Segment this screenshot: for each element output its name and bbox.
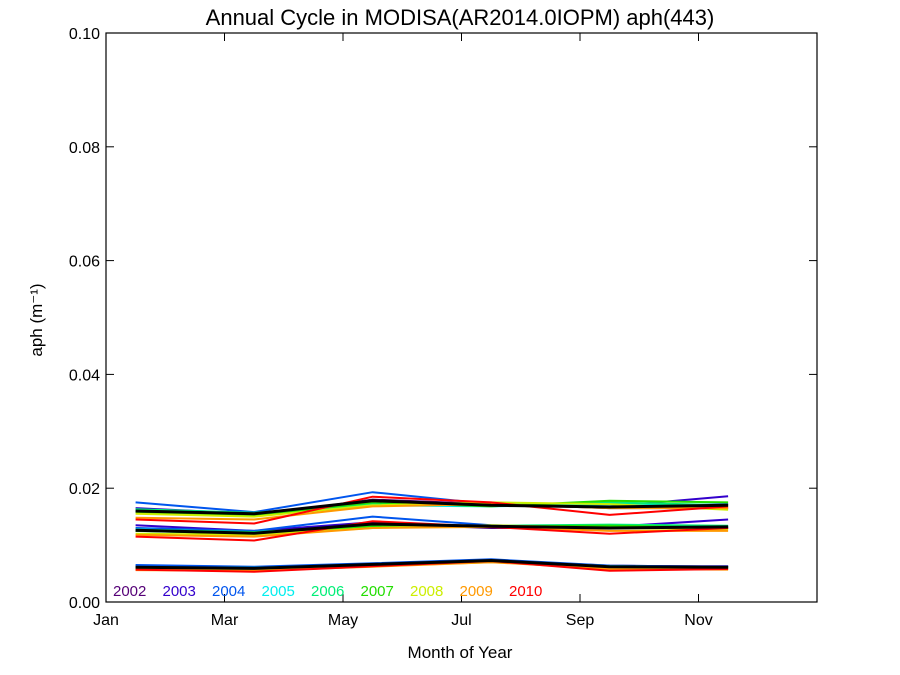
series-line-mean-lower — [135, 559, 729, 570]
y-axis: 0.00 0.02 0.04 0.06 0.08 0.10 — [69, 26, 817, 612]
y-tick-label: 0.04 — [69, 367, 100, 384]
plot-frame — [105, 32, 818, 603]
legend: 2002 2003 2004 2005 2006 2007 2008 2009 2010 — [113, 583, 542, 600]
x-tick-label: May — [328, 612, 358, 629]
legend-entry-2008: 2008 — [410, 583, 443, 600]
legend-entry-2003: 2003 — [163, 583, 196, 600]
x-tick-label: Jan — [93, 612, 119, 629]
x-tick-label: Nov — [684, 612, 712, 629]
series-line-2010-upper — [135, 495, 729, 525]
x-tick-label: Mar — [211, 612, 239, 629]
legend-entry-2004: 2004 — [212, 583, 245, 600]
x-axis-label: Month of Year — [408, 643, 513, 662]
y-axis-label: aph (m⁻¹) — [27, 283, 46, 356]
legend-entry-2007: 2007 — [361, 583, 394, 600]
y-tick-label: 0.08 — [69, 140, 100, 157]
x-axis: Jan Mar May Jul Sep Nov — [93, 33, 713, 629]
legend-entry-2005: 2005 — [262, 583, 295, 600]
y-tick-label: 0.00 — [69, 595, 100, 612]
series-lines — [135, 491, 729, 573]
x-tick-label: Jul — [451, 612, 471, 629]
series-line-mean-upper — [135, 499, 729, 516]
x-tick-label: Sep — [566, 612, 595, 629]
y-tick-label: 0.10 — [69, 26, 100, 43]
legend-entry-2010: 2010 — [509, 583, 542, 600]
y-tick-label: 0.02 — [69, 481, 100, 498]
series-line-2009-mid — [135, 525, 729, 538]
chart-title: Annual Cycle in MODISA(AR2014.0IOPM) aph… — [206, 5, 715, 30]
y-tick-label: 0.06 — [69, 254, 100, 271]
legend-entry-2006: 2006 — [311, 583, 344, 600]
legend-entry-2002: 2002 — [113, 583, 146, 600]
legend-entry-2009: 2009 — [460, 583, 493, 600]
series-line-mean-mid — [135, 522, 729, 535]
